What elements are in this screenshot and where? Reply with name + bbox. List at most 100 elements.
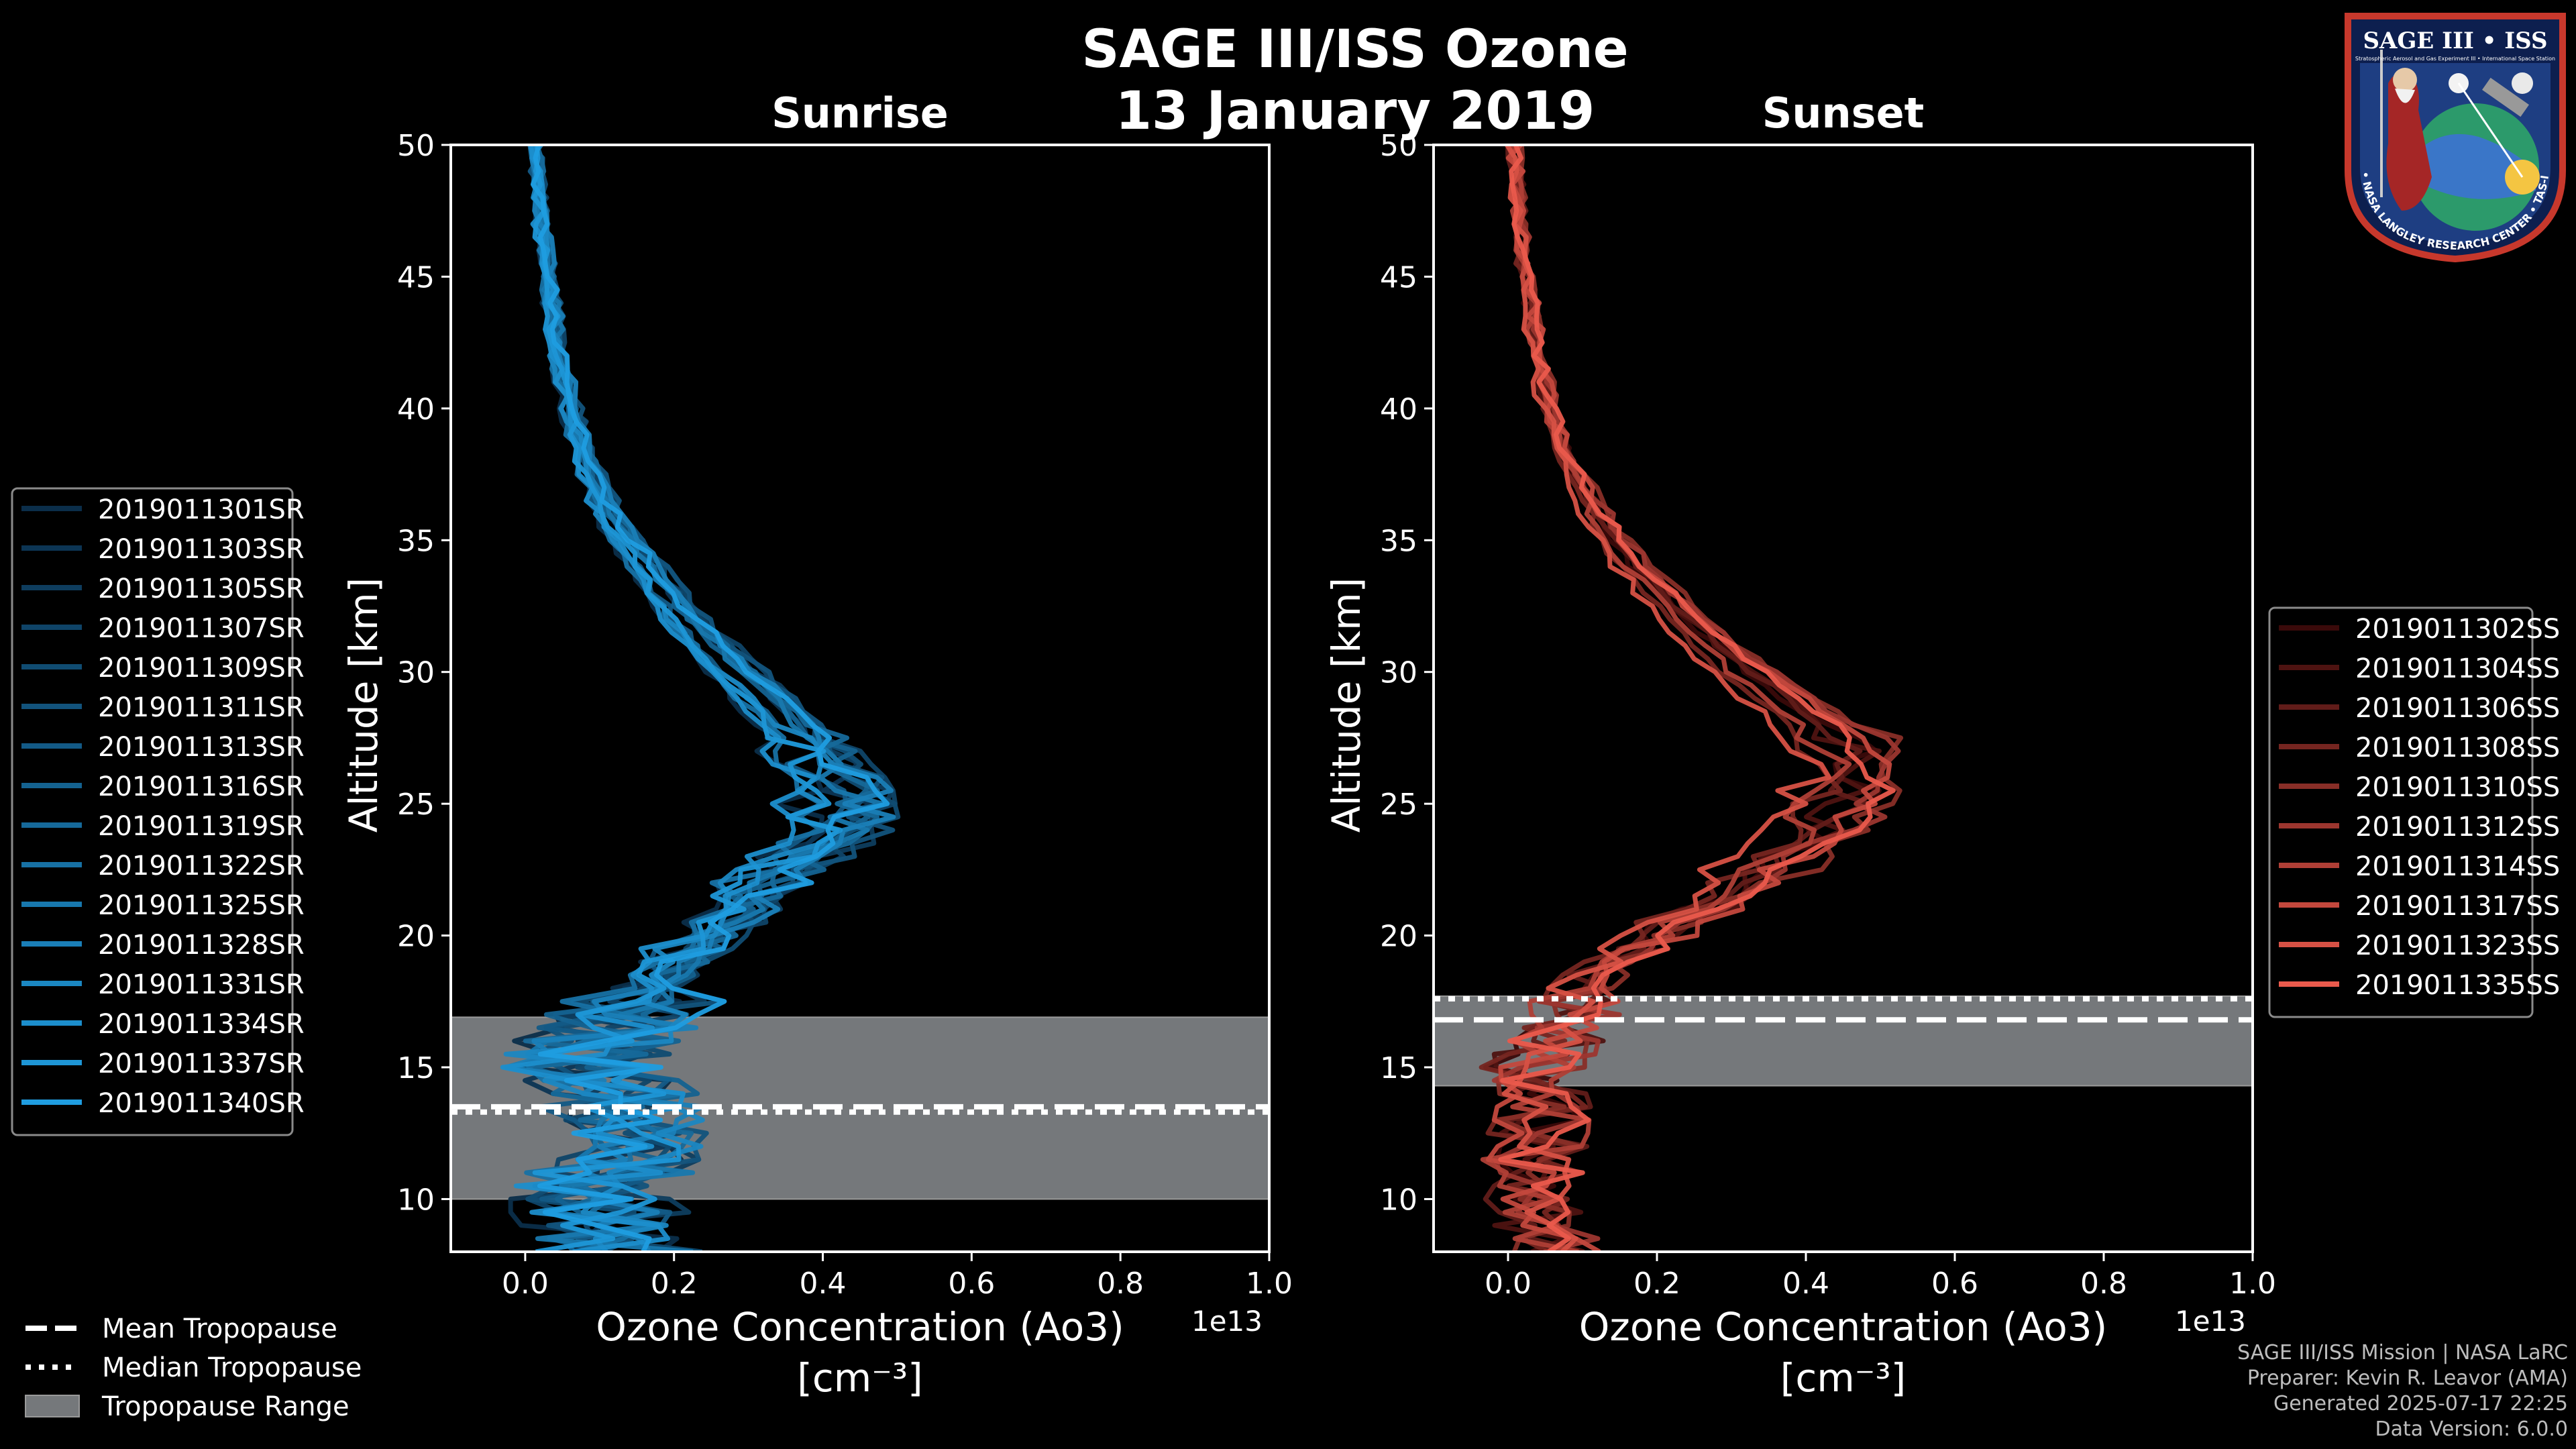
x-tick-label: 0.0 <box>502 1267 549 1301</box>
y-axis-label: Altitude [km] <box>341 578 386 833</box>
logo-text: SAGE III • ISS <box>2363 28 2547 54</box>
profile-lines <box>500 145 901 1252</box>
panel-title: Sunset <box>1762 89 1925 138</box>
legend-box <box>11 487 294 1136</box>
legend-tropopause: Mean Tropopause Median Tropopause Tropopau… <box>25 1313 362 1422</box>
y-tick-label: 30 <box>1380 656 1417 690</box>
title-line-2: 13 January 2019 <box>1115 81 1595 142</box>
legend-label: 2019011313SR <box>98 732 305 763</box>
y-tick-label: 45 <box>397 260 435 294</box>
legend-label: 2019011337SR <box>98 1049 305 1079</box>
legend-label: 2019011306SS <box>2355 693 2560 724</box>
x-tick-label: 0.2 <box>651 1267 698 1301</box>
legend-label: 2019011310SS <box>2355 772 2560 803</box>
x-scale-label: 1e13 <box>1191 1305 1263 1338</box>
profile-2019011323SS <box>1501 145 1832 1252</box>
legend-median-label: Median Tropopause <box>102 1352 362 1383</box>
y-tick-label: 45 <box>1380 260 1417 294</box>
legend-label: 2019011319SR <box>98 811 305 842</box>
x-tick-label: 0.2 <box>1633 1267 1680 1301</box>
legend-label: 2019011301SR <box>98 494 305 525</box>
y-tick-label: 20 <box>1380 920 1417 954</box>
legend-label: 2019011334SR <box>98 1009 305 1040</box>
legend-label: 2019011335SS <box>2355 970 2560 1001</box>
profile-2019011317SS <box>1486 145 1892 1252</box>
x-tick-label: 0.6 <box>948 1267 995 1301</box>
x-tick-label: 0.0 <box>1485 1267 1532 1301</box>
y-tick-label: 10 <box>397 1183 435 1217</box>
y-axis-label: Altitude [km] <box>1324 578 1369 833</box>
legend-label: 2019011303SR <box>98 534 305 565</box>
legend-label: 2019011322SR <box>98 851 305 881</box>
panel-sunrise: 10 15 20 25 30 35 40 45 50 0.0 0.2 0.4 0.6 0.8 1.0 1e13… <box>341 89 1293 1401</box>
y-tick-label: 10 <box>1380 1183 1417 1217</box>
x-axis-label: Ozone Concentration (Ao3) <box>596 1304 1124 1350</box>
legend-mean-label: Mean Tropopause <box>102 1313 337 1344</box>
legend-label: 2019011305SR <box>98 574 305 604</box>
x-tick-label: 0.4 <box>800 1267 847 1301</box>
legend-label: 2019011325SR <box>98 890 305 921</box>
credit-mission: SAGE III/ISS Mission | NASA LaRC <box>2237 1341 2568 1364</box>
y-tick-label: 35 <box>397 524 435 558</box>
legend-label: 2019011328SR <box>98 930 305 961</box>
profile-lines <box>1479 145 1904 1252</box>
legend-label: 2019011331SR <box>98 969 305 1000</box>
legend-box <box>2268 606 2534 1018</box>
figure-title: SAGE III/ISS Ozone 13 January 2019 <box>959 19 1751 142</box>
x-tick-label: 0.4 <box>1782 1267 1829 1301</box>
y-tick-label: 40 <box>397 392 435 427</box>
plot-frame <box>449 144 1271 1253</box>
y-tick-label: 20 <box>397 920 435 954</box>
panel-sunset: 10 15 20 25 30 35 40 45 50 0.0 0.2 0.4 0.6 0.8 1.0 1e13… <box>1324 89 2276 1401</box>
plot-frame <box>1432 144 2254 1253</box>
y-tick-label: 50 <box>1380 129 1417 163</box>
logo-subtitle: Stratospheric Aerosol and Gas Experiment… <box>2355 56 2555 62</box>
credit-preparer: Preparer: Kevin R. Leavor (AMA) <box>2247 1366 2568 1390</box>
legend-label: 2019011323SS <box>2355 930 2560 961</box>
x-axis-label: Ozone Concentration (Ao3) <box>1579 1304 2108 1350</box>
x-axis-unit: [cm⁻³] <box>1780 1355 1907 1401</box>
y-tick-label: 15 <box>1380 1051 1417 1085</box>
title-line-1: SAGE III/ISS Ozone <box>1081 19 1629 80</box>
y-tick-label: 40 <box>1380 392 1417 427</box>
profile-2019011335SS <box>1498 145 1896 1252</box>
legend-sunrise: 2019011301SR 2019011303SR 2019011305SR 2019… <box>11 487 305 1136</box>
y-tick-label: 50 <box>397 129 435 163</box>
panel-title: Sunrise <box>771 89 949 138</box>
profile-2019011334SR <box>500 145 817 1252</box>
profile-2019011314SS <box>1480 145 1852 1252</box>
legend-label: 2019011304SS <box>2355 653 2560 684</box>
legend-label: 2019011309SR <box>98 653 305 684</box>
legend-sunset: 2019011302SS 2019011304SS 2019011306SS 2019… <box>2268 606 2560 1018</box>
legend-label: 2019011302SS <box>2355 614 2560 645</box>
legend-range-label: Tropopause Range <box>101 1391 350 1422</box>
x-tick-label: 0.8 <box>1097 1267 1144 1301</box>
legend-label: 2019011340SR <box>98 1088 305 1119</box>
legend-label: 2019011311SR <box>98 692 305 723</box>
x-tick-label: 0.6 <box>1931 1267 1978 1301</box>
legend-label: 2019011314SS <box>2355 851 2560 882</box>
legend-label: 2019011307SR <box>98 613 305 644</box>
x-tick-label: 0.8 <box>2080 1267 2127 1301</box>
x-tick-label: 1.0 <box>2229 1267 2276 1301</box>
x-scale-label: 1e13 <box>2175 1305 2246 1338</box>
x-axis-unit: [cm⁻³] <box>797 1355 923 1401</box>
profile-2019011312SS <box>1491 145 1901 1252</box>
y-tick-label: 35 <box>1380 524 1417 558</box>
legend-label: 2019011312SS <box>2355 812 2560 843</box>
legend-label: 2019011308SS <box>2355 733 2560 763</box>
x-tick-label: 1.0 <box>1246 1267 1293 1301</box>
credit-data-version: Data Version: 6.0.0 <box>2375 1417 2568 1441</box>
y-tick-label: 25 <box>397 788 435 822</box>
y-tick-label: 30 <box>397 656 435 690</box>
legend-label: 2019011317SS <box>2355 891 2560 922</box>
profile-2019011340SR <box>531 145 890 1252</box>
legend-label: 2019011316SR <box>98 771 305 802</box>
credits-block: SAGE III/ISS Mission | NASA LaRC Prepare… <box>2237 1340 2568 1442</box>
y-tick-label: 25 <box>1380 788 1417 822</box>
y-tick-label: 15 <box>397 1051 435 1085</box>
sage-iii-iss-mission-logo: SAGE III • ISS Stratospheric Aerosol and… <box>2341 9 2566 263</box>
credit-generated: Generated 2025-07-17 22:25 <box>2273 1392 2568 1415</box>
legend-range-swatch <box>25 1395 80 1417</box>
